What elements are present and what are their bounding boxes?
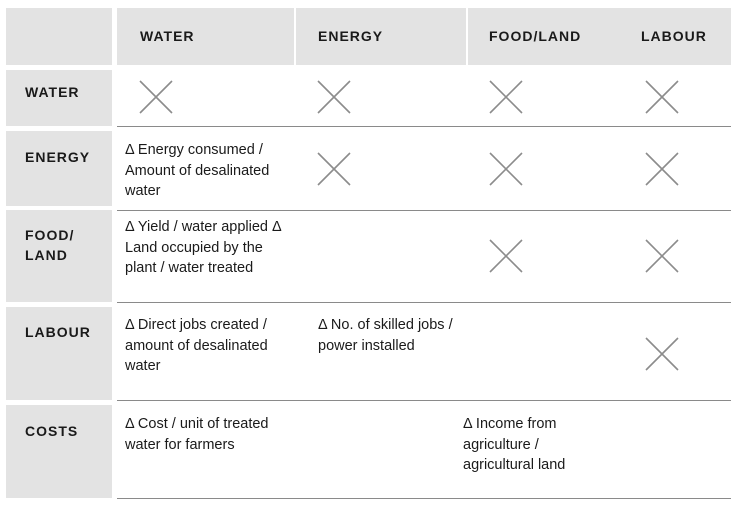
row-label-bg-energy bbox=[6, 131, 112, 206]
column-header-food-land: FOOD/LAND bbox=[489, 28, 582, 44]
cross-icon bbox=[644, 336, 680, 372]
column-header-energy: ENERGY bbox=[318, 28, 384, 44]
row-label-water: WATER bbox=[25, 84, 80, 100]
cell-labour-energy: Δ No. of skilled jobs / power installed bbox=[318, 317, 453, 354]
row-label-bg-labour bbox=[6, 307, 112, 400]
row-label-bg-food-land bbox=[6, 210, 112, 302]
cell-food-land-water: Δ Yield / water applied Δ Land occupied … bbox=[125, 219, 281, 276]
cell-energy-water: Δ Energy consumed / Amount of desalinate… bbox=[125, 142, 270, 199]
row-label-bg-costs bbox=[6, 405, 112, 498]
row-rule-energy bbox=[117, 210, 731, 211]
header-bar bbox=[117, 8, 731, 65]
cross-icon bbox=[644, 238, 680, 274]
column-header-labour: LABOUR bbox=[641, 28, 707, 44]
cross-icon bbox=[644, 79, 680, 115]
cell-costs-food-land: Δ Income from agriculture / agricultural… bbox=[463, 416, 566, 473]
cross-icon bbox=[488, 238, 524, 274]
header-divider-2 bbox=[466, 8, 468, 65]
row-label-labour: LABOUR bbox=[25, 324, 91, 340]
cross-icon bbox=[488, 151, 524, 187]
cross-icon bbox=[488, 79, 524, 115]
row-rule-water bbox=[117, 126, 731, 127]
cross-icon bbox=[316, 151, 352, 187]
row-rule-food-land bbox=[117, 302, 731, 303]
cross-icon bbox=[316, 79, 352, 115]
header-divider-1 bbox=[294, 8, 296, 65]
row-rule-labour bbox=[117, 400, 731, 401]
row-label-energy: ENERGY bbox=[25, 149, 91, 165]
row-label-costs: COSTS bbox=[25, 423, 79, 439]
row-label-food-land: FOOD/ LAND bbox=[25, 227, 75, 263]
column-header-water: WATER bbox=[140, 28, 195, 44]
row-label-bg-water bbox=[6, 70, 112, 126]
cell-labour-water: Δ Direct jobs created / amount of desali… bbox=[125, 317, 268, 374]
cross-icon bbox=[644, 151, 680, 187]
corner-cell bbox=[6, 8, 112, 65]
cross-icon bbox=[138, 79, 174, 115]
cell-costs-water: Δ Cost / unit of treated water for farme… bbox=[125, 416, 269, 453]
row-rule-costs bbox=[117, 498, 731, 499]
